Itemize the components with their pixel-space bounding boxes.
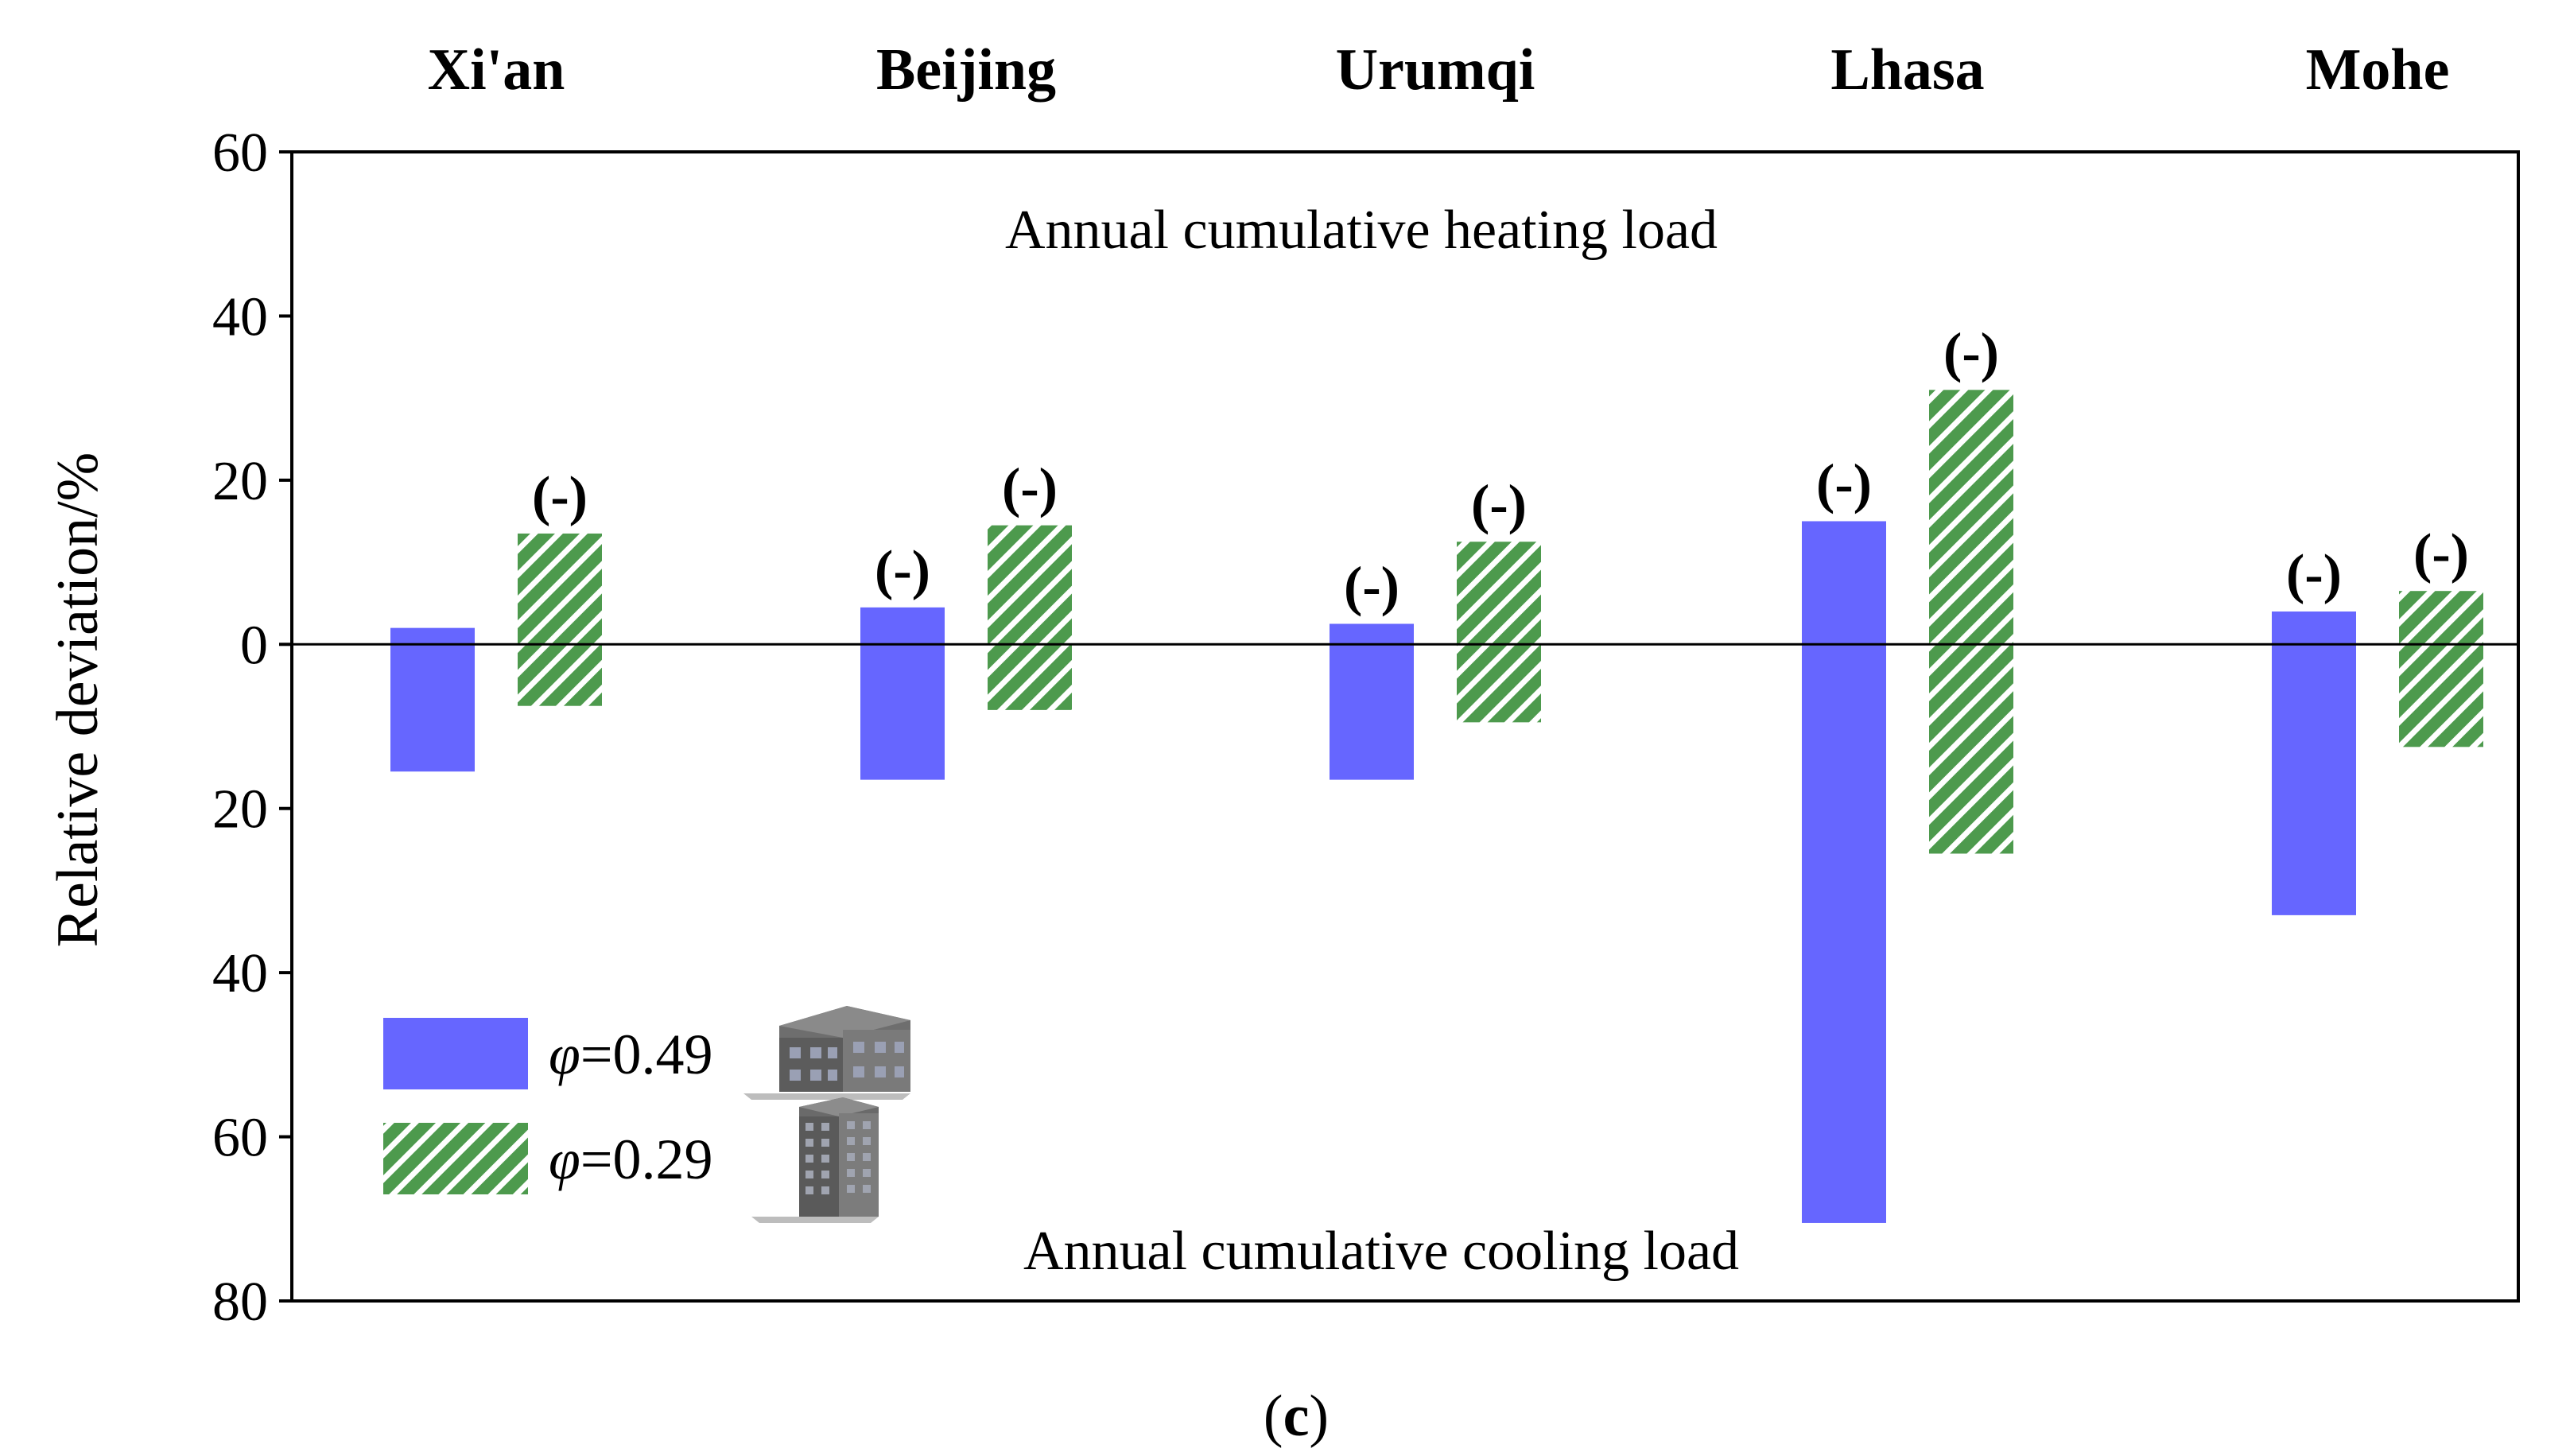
category-label: Mohe	[2306, 37, 2450, 103]
bar-phi-029	[2399, 591, 2483, 747]
bar-phi-029	[518, 533, 602, 706]
y-tick-label: 60	[212, 122, 268, 184]
bars-layer	[390, 390, 2483, 1223]
bar-phi-029	[988, 525, 1072, 710]
bar-phi-029	[1929, 390, 2013, 854]
bar-note: (-)	[1471, 474, 1527, 535]
y-axis-title: Relative deviation/%	[45, 452, 111, 948]
high-rise-building-icon	[751, 1097, 879, 1223]
y-tick-label: 40	[212, 286, 268, 347]
legend-swatch-series-2	[383, 1123, 528, 1194]
bar-phi-049	[860, 607, 945, 780]
bar-note: (-)	[1002, 458, 1058, 519]
bar-note: (-)	[2413, 523, 2469, 584]
bar-phi-049	[1330, 623, 1414, 780]
low-rise-building-icon	[743, 1006, 910, 1100]
category-label: Lhasa	[1830, 37, 1984, 103]
bar-note: (-)	[532, 466, 588, 527]
category-labels: Xi'an Beijing Urumqi Lhasa Mohe	[428, 37, 2450, 103]
legend-label-series-1: φ=0.49	[549, 1023, 712, 1086]
bar-note: (-)	[875, 540, 930, 601]
y-tick-label: 20	[212, 451, 268, 512]
cooling-region-label: Annual cumulative cooling load	[1023, 1221, 1739, 1282]
legend-label-series-2: φ=0.29	[549, 1128, 712, 1191]
y-tick-label: 80	[212, 1272, 268, 1333]
legend-swatch-series-1	[383, 1018, 528, 1089]
y-tick-label: 40	[212, 943, 268, 1004]
plot-frame	[290, 150, 2520, 1303]
bar-note: (-)	[2286, 544, 2342, 605]
bar-notes: (-) (-) (-) (-) (-) (-) (-) (-) (-)	[532, 322, 2469, 617]
bar-phi-049	[2272, 612, 2356, 915]
y-axis: 60 40 20 0 20 40 60 80	[212, 122, 292, 1333]
y-tick-label: 60	[212, 1108, 268, 1169]
heating-region-label: Annual cumulative heating load	[1005, 200, 1718, 261]
panel-label: (c)	[1264, 1384, 1329, 1449]
bar-note: (-)	[1816, 453, 1872, 514]
bar-phi-049	[390, 627, 475, 772]
bar-phi-049	[1802, 521, 1886, 1223]
bar-note: (-)	[1943, 322, 1999, 383]
bar-note: (-)	[1344, 556, 1399, 617]
category-label: Urumqi	[1336, 37, 1535, 103]
y-tick-label: 20	[212, 779, 268, 841]
category-label: Xi'an	[428, 37, 565, 103]
y-tick-label: 0	[240, 615, 268, 676]
legend: φ=0.49 φ=0.29	[383, 1006, 910, 1223]
category-label: Beijing	[876, 37, 1056, 103]
bar-phi-029	[1457, 542, 1541, 723]
